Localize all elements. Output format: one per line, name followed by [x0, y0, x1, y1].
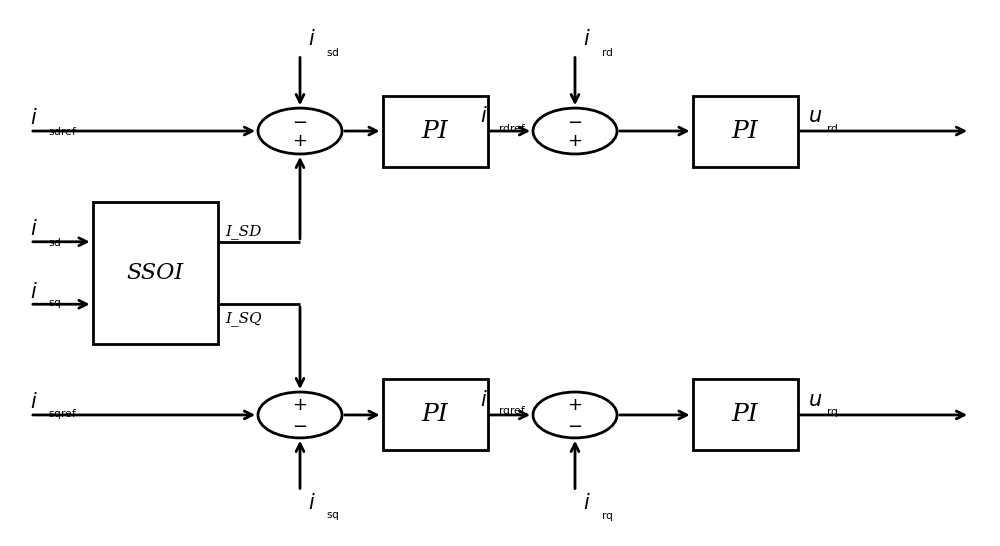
Text: $-$: $-$	[567, 416, 583, 434]
Text: $+$: $+$	[567, 396, 583, 414]
Bar	[382, 379, 488, 450]
Text: SSOI: SSOI	[126, 262, 184, 284]
Text: $_{\rm sd}$: $_{\rm sd}$	[326, 45, 340, 59]
Text: $_{\rm rq}$: $_{\rm rq}$	[601, 509, 613, 523]
Text: $u$: $u$	[808, 390, 822, 410]
Text: $+$: $+$	[567, 132, 583, 150]
Text: $i$: $i$	[308, 29, 316, 49]
Text: $_{\rm sq}$: $_{\rm sq}$	[326, 509, 340, 523]
Bar	[382, 96, 488, 167]
Bar	[92, 202, 218, 344]
Text: $_{\rm sdref}$: $_{\rm sdref}$	[48, 124, 77, 138]
Text: $u$: $u$	[808, 106, 822, 126]
Text: $-$: $-$	[292, 112, 308, 130]
Text: PI: PI	[422, 403, 448, 426]
Text: $-$: $-$	[567, 112, 583, 130]
Text: $_{\rm rqref}$: $_{\rm rqref}$	[498, 405, 526, 419]
Text: $_{\rm rdref}$: $_{\rm rdref}$	[498, 121, 526, 135]
Text: PI: PI	[422, 120, 448, 143]
Bar	[692, 96, 798, 167]
Text: $_{\rm rd}$: $_{\rm rd}$	[826, 121, 838, 135]
Text: $i$: $i$	[30, 108, 38, 128]
Text: $i$: $i$	[480, 105, 488, 126]
Text: $_{\rm rq}$: $_{\rm rq}$	[826, 405, 838, 419]
Text: $_{\rm sqref}$: $_{\rm sqref}$	[48, 408, 77, 422]
Text: $_{\rm rd}$: $_{\rm rd}$	[601, 45, 613, 59]
Text: PI: PI	[732, 120, 758, 143]
Text: $_{\rm sd}$: $_{\rm sd}$	[48, 235, 62, 249]
Text: $_{\rm sq}$: $_{\rm sq}$	[48, 298, 62, 311]
Text: $+$: $+$	[292, 396, 308, 414]
Text: $i$: $i$	[583, 29, 591, 49]
Text: I_SD: I_SD	[226, 224, 262, 239]
Text: $+$: $+$	[292, 132, 308, 150]
Text: $-$: $-$	[292, 416, 308, 434]
Text: $i$: $i$	[30, 392, 38, 412]
Text: $i$: $i$	[480, 389, 488, 410]
Text: $i$: $i$	[30, 219, 38, 239]
Text: PI: PI	[732, 403, 758, 426]
Bar	[692, 379, 798, 450]
Text: I_SQ: I_SQ	[226, 311, 262, 326]
Text: $i$: $i$	[30, 282, 38, 301]
Text: $i$: $i$	[308, 493, 316, 513]
Text: $i$: $i$	[583, 493, 591, 513]
